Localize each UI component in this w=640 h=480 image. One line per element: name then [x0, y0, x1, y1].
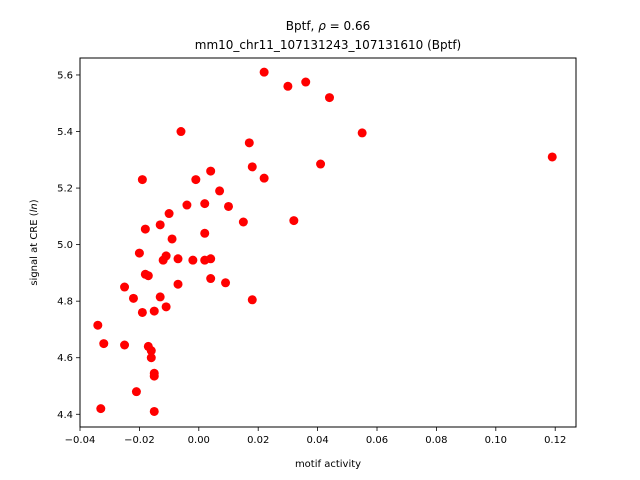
data-point [158, 255, 168, 265]
data-point [93, 320, 103, 330]
data-point [99, 339, 109, 349]
data-point [155, 220, 165, 230]
data-point [301, 77, 311, 87]
data-point [238, 217, 248, 227]
data-point [137, 307, 147, 317]
x-tick-label: 0.04 [306, 435, 328, 446]
data-point [244, 138, 254, 148]
data-point [283, 81, 293, 91]
x-tick-label: 0.08 [425, 435, 447, 446]
data-point [149, 306, 159, 316]
data-point [224, 201, 234, 211]
data-point [247, 295, 257, 305]
data-point [131, 387, 141, 397]
data-point [149, 406, 159, 416]
data-point [161, 302, 171, 312]
data-point [324, 93, 334, 103]
data-point [259, 67, 269, 77]
y-tick-label: 4.6 [57, 353, 73, 364]
y-axis-ticks: 4.4 4.6 4.8 5.0 5.2 5.4 5.6 [57, 70, 80, 421]
data-point [191, 175, 201, 185]
data-point [155, 292, 165, 302]
x-tick-label: −0.02 [124, 435, 155, 446]
plot-area-frame [79, 57, 577, 428]
y-tick-label: 5.4 [57, 127, 73, 138]
data-point [128, 293, 138, 303]
y-axis-label: signal at CRE (ln) [29, 199, 40, 285]
data-point [200, 228, 210, 238]
chart-title-line1: Bptf, ρ = 0.66 [286, 19, 370, 33]
y-tick-label: 5.2 [57, 184, 73, 195]
data-point [167, 234, 177, 244]
data-point [206, 166, 216, 176]
data-point [143, 271, 153, 281]
data-point [149, 371, 159, 381]
data-point [96, 404, 106, 414]
data-point [221, 278, 231, 288]
data-point [120, 282, 130, 292]
data-point [206, 274, 216, 284]
data-points [93, 67, 557, 416]
data-point [134, 248, 144, 258]
data-point [188, 255, 198, 265]
data-point [173, 254, 183, 264]
data-point [316, 159, 326, 169]
data-point [206, 254, 216, 264]
data-point [164, 209, 174, 219]
y-tick-label: 4.4 [57, 410, 73, 421]
data-point [357, 128, 367, 138]
y-tick-label: 5.0 [57, 240, 73, 251]
data-point [176, 127, 186, 137]
data-point [146, 346, 156, 356]
data-point [173, 279, 183, 289]
x-tick-label: 0.06 [366, 435, 388, 446]
data-point [182, 200, 192, 210]
x-axis-label: motif activity [295, 459, 361, 470]
data-point [120, 340, 130, 350]
data-point [140, 224, 150, 234]
data-point [289, 216, 299, 226]
x-tick-label: 0.12 [544, 435, 566, 446]
data-point [146, 353, 156, 363]
data-point [547, 152, 557, 162]
x-tick-label: −0.04 [65, 435, 96, 446]
data-point [259, 173, 269, 183]
data-point [247, 162, 257, 172]
x-tick-label: 0.10 [485, 435, 507, 446]
data-point [200, 199, 210, 209]
x-tick-label: 0.00 [188, 435, 210, 446]
y-tick-label: 4.8 [57, 297, 73, 308]
data-point [215, 186, 225, 196]
chart-title-line2: mm10_chr11_107131243_107131610 (Bptf) [195, 38, 461, 52]
data-point [137, 175, 147, 185]
x-tick-label: 0.02 [247, 435, 269, 446]
y-tick-label: 5.6 [57, 70, 73, 81]
x-axis-ticks: −0.04 −0.02 0.00 0.02 0.04 0.06 0.08 0.10 0.12 [65, 427, 566, 446]
